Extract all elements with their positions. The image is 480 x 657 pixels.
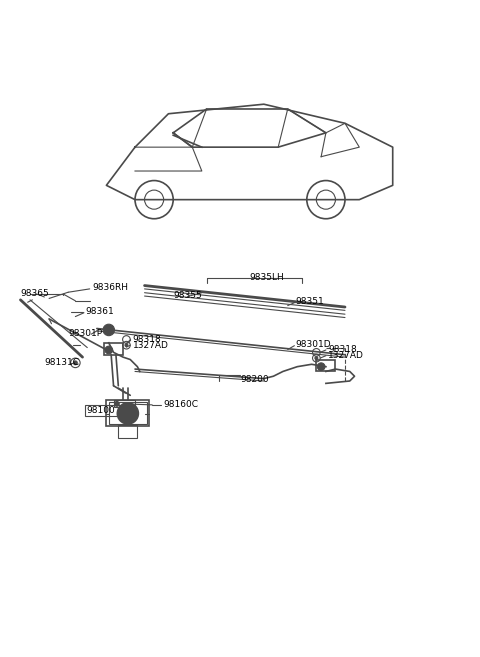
Circle shape bbox=[120, 406, 135, 420]
Circle shape bbox=[132, 407, 135, 409]
Text: 98200: 98200 bbox=[240, 375, 269, 384]
Circle shape bbox=[103, 324, 115, 336]
Text: 9836RH: 9836RH bbox=[92, 283, 128, 292]
Circle shape bbox=[132, 417, 135, 420]
Bar bbox=[316, 359, 336, 371]
Text: 1327AD: 1327AD bbox=[328, 351, 364, 360]
Circle shape bbox=[121, 407, 124, 409]
Text: 98301D: 98301D bbox=[295, 340, 331, 349]
Text: 98351: 98351 bbox=[295, 297, 324, 306]
Circle shape bbox=[121, 417, 124, 420]
Text: 98361: 98361 bbox=[85, 307, 114, 316]
Bar bbox=[107, 400, 149, 426]
Bar bbox=[85, 405, 132, 416]
Bar bbox=[109, 403, 147, 424]
Text: 1327AD: 1327AD bbox=[132, 341, 168, 350]
Text: 98100: 98100 bbox=[86, 406, 115, 415]
Circle shape bbox=[73, 361, 77, 365]
Circle shape bbox=[125, 344, 128, 347]
Circle shape bbox=[315, 357, 318, 359]
Text: 98355: 98355 bbox=[173, 291, 202, 300]
Text: 98160C: 98160C bbox=[164, 400, 199, 409]
Circle shape bbox=[317, 363, 325, 371]
Text: 98301P: 98301P bbox=[68, 328, 102, 338]
Circle shape bbox=[117, 403, 138, 424]
Circle shape bbox=[105, 346, 113, 353]
Text: 98365: 98365 bbox=[21, 289, 49, 298]
Text: 98318: 98318 bbox=[132, 335, 161, 344]
Bar bbox=[104, 343, 123, 355]
Bar bbox=[118, 425, 137, 438]
Text: 98318: 98318 bbox=[328, 346, 357, 355]
Circle shape bbox=[115, 401, 119, 406]
Text: 9835LH: 9835LH bbox=[250, 273, 284, 282]
Text: 98131C: 98131C bbox=[44, 358, 79, 367]
Bar bbox=[114, 400, 135, 407]
